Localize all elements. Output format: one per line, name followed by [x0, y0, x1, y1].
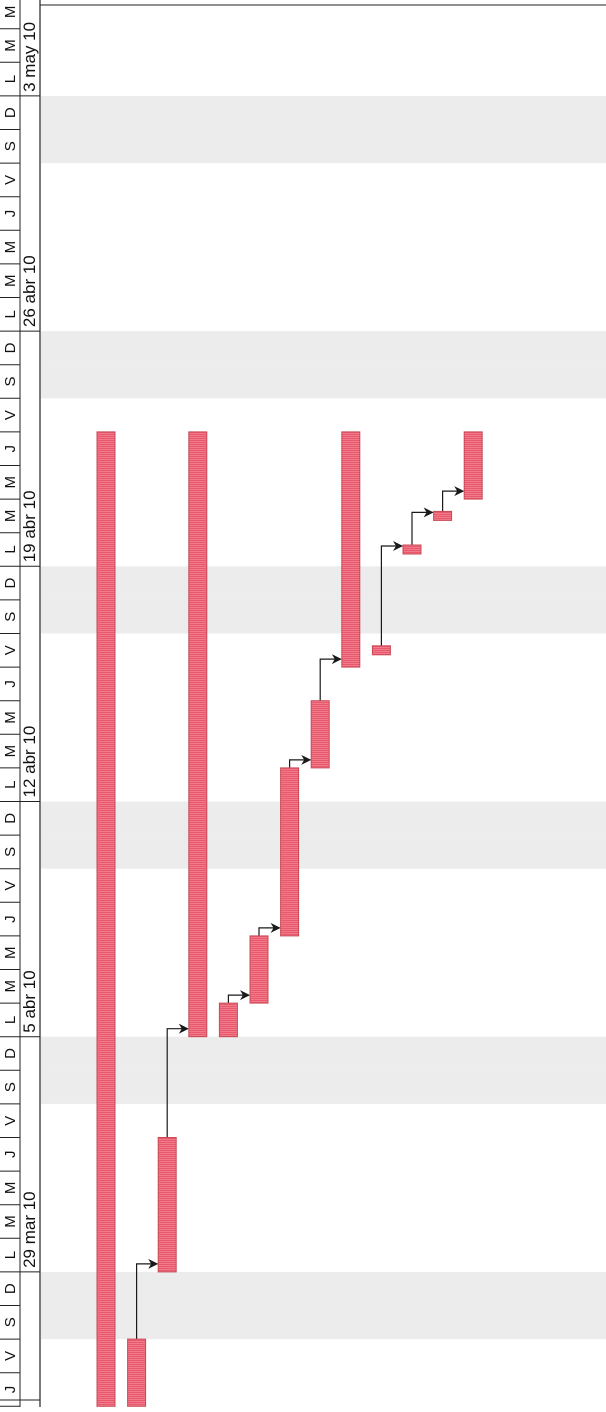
- day-letter: S: [2, 847, 19, 857]
- task-bar-7: [280, 767, 300, 937]
- task-bar-9: [341, 431, 361, 668]
- day-letter: M: [2, 6, 19, 19]
- day-letter: D: [2, 342, 19, 353]
- weekend-band: [41, 95, 606, 130]
- weekend-band: [41, 331, 606, 365]
- task-bar-11: [402, 544, 422, 555]
- day-letter: S: [2, 141, 19, 151]
- day-letter: L: [2, 310, 19, 318]
- week-label: 19 abr 10: [20, 490, 39, 562]
- task-bar-5: [218, 1002, 238, 1038]
- day-letter: M: [2, 946, 19, 959]
- day-letter: J: [2, 445, 19, 453]
- day-letter: M: [2, 39, 19, 52]
- day-letter: S: [2, 376, 19, 386]
- week-label: 26 abr 10: [20, 255, 39, 327]
- weekend-band: [41, 364, 606, 399]
- dependency-arrow: [319, 654, 342, 701]
- dependency-arrow: [380, 541, 403, 646]
- weekend-band: [41, 599, 606, 634]
- week-label: 29 mar 10: [20, 1191, 39, 1268]
- task-bar-6: [249, 935, 269, 1004]
- day-letter: M: [2, 510, 19, 523]
- dependency-links: [136, 486, 465, 1340]
- weekend-band: [41, 835, 606, 869]
- dependency-arrow: [227, 990, 250, 1004]
- day-letter: D: [2, 578, 19, 589]
- day-letter: J: [2, 915, 19, 923]
- day-letter: M: [2, 1182, 19, 1195]
- day-letter: D: [2, 1048, 19, 1059]
- day-letter: M: [2, 745, 19, 758]
- day-letter: M: [2, 980, 19, 993]
- task-bar-4: [188, 431, 208, 1038]
- day-letter: L: [2, 1016, 19, 1024]
- day-letter: D: [2, 107, 19, 118]
- day-letter: M: [2, 476, 19, 489]
- day-letter: M: [2, 711, 19, 724]
- dependency-arrow: [258, 922, 281, 936]
- week-label: 5 abr 10: [20, 970, 39, 1032]
- task-bar-1: [96, 431, 116, 1407]
- weekend-band: [41, 1036, 606, 1071]
- day-letter: V: [2, 175, 19, 185]
- week-label: 12 abr 10: [20, 726, 39, 798]
- weekend-band: [41, 566, 606, 600]
- dependency-arrow: [136, 1258, 159, 1340]
- day-letter: S: [2, 1317, 19, 1327]
- day-letter: V: [2, 880, 19, 890]
- weekend-band: [41, 1070, 606, 1104]
- day-letter: M: [2, 274, 19, 287]
- weekend-band: [41, 801, 606, 836]
- dependency-arrow: [442, 486, 465, 512]
- day-letter: V: [2, 410, 19, 420]
- day-letter: J: [2, 680, 19, 688]
- day-letter: J: [2, 1386, 19, 1394]
- weekend-bands: [41, 95, 606, 1340]
- day-letter: V: [2, 1351, 19, 1361]
- task-bar-8: [310, 700, 330, 769]
- day-letter: D: [2, 813, 19, 824]
- day-letter: V: [2, 645, 19, 655]
- task-bars: [96, 431, 483, 1407]
- day-letter: L: [2, 75, 19, 83]
- weekend-band: [41, 1305, 606, 1340]
- day-letter: V: [2, 1116, 19, 1126]
- dependency-arrow: [166, 1023, 189, 1138]
- week-label: 3 may 10: [20, 22, 39, 92]
- task-bar-3: [157, 1137, 177, 1273]
- day-letter: S: [2, 1082, 19, 1092]
- day-letter: D: [2, 1283, 19, 1294]
- day-letter: L: [2, 545, 19, 553]
- task-bar-10: [371, 645, 391, 656]
- task-bar-12: [433, 510, 453, 521]
- dependency-arrow: [411, 507, 434, 545]
- weekend-band: [41, 129, 606, 164]
- day-letter: M: [2, 1215, 19, 1228]
- day-letter: M: [2, 241, 19, 254]
- day-letter: J: [2, 1151, 19, 1159]
- task-bar-2: [127, 1338, 147, 1407]
- task-bar-13: [463, 431, 483, 500]
- dependency-arrow: [289, 754, 312, 768]
- weekend-band: [41, 1271, 606, 1306]
- day-letter: S: [2, 612, 19, 622]
- day-letter: L: [2, 781, 19, 789]
- day-letter: J: [2, 210, 19, 218]
- day-letter: L: [2, 1251, 19, 1259]
